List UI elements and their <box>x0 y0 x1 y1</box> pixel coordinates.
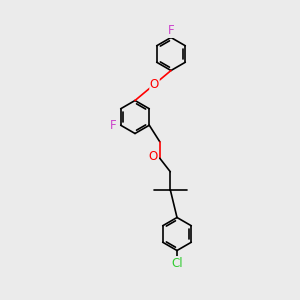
Text: F: F <box>168 24 174 38</box>
Text: O: O <box>148 150 158 163</box>
Text: Cl: Cl <box>171 256 183 270</box>
Text: F: F <box>110 119 116 132</box>
Text: O: O <box>150 77 159 91</box>
